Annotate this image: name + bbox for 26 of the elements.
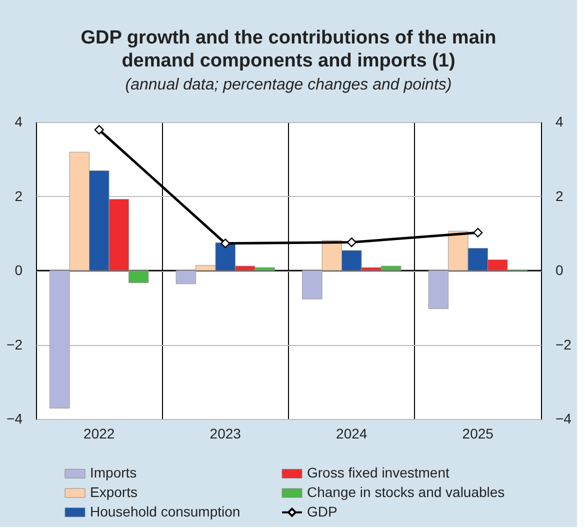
x-tick-label: 2023	[210, 426, 242, 442]
x-tick-label: 2025	[462, 426, 494, 442]
x-tick-label: 2024	[336, 426, 368, 442]
legend-label: Exports	[90, 484, 138, 500]
chart-title: GDP growth and the contributions of the main demand components and imports (1)	[80, 28, 496, 72]
y-tick-label: 0	[14, 262, 23, 278]
legend-label: Change in stocks and valuables	[307, 484, 505, 500]
legend-label: Household consumption	[90, 503, 240, 520]
point	[473, 228, 483, 238]
y2-tick-label: 0	[556, 262, 564, 278]
y2-tick-label: 4	[556, 114, 564, 130]
legend-label: GDP	[307, 503, 338, 520]
chart-subtitle: (annual data; percentage changes and points)	[125, 76, 452, 94]
y2-tick-label: 2	[556, 188, 564, 204]
legend-label: Gross fixed investment	[307, 464, 450, 481]
y2-tick-label: −2	[556, 336, 572, 352]
x-tick-label: 2022	[84, 426, 115, 442]
y-tick-label: 4	[14, 114, 23, 130]
point	[220, 238, 230, 248]
legend-label: Imports	[90, 464, 137, 481]
point	[346, 238, 356, 248]
point	[94, 125, 104, 135]
y-tick-label: −2	[6, 336, 23, 352]
y-tick-label: 2	[14, 188, 23, 204]
y-tick-label: −4	[6, 410, 23, 426]
y2-tick-label: −4	[556, 410, 572, 426]
